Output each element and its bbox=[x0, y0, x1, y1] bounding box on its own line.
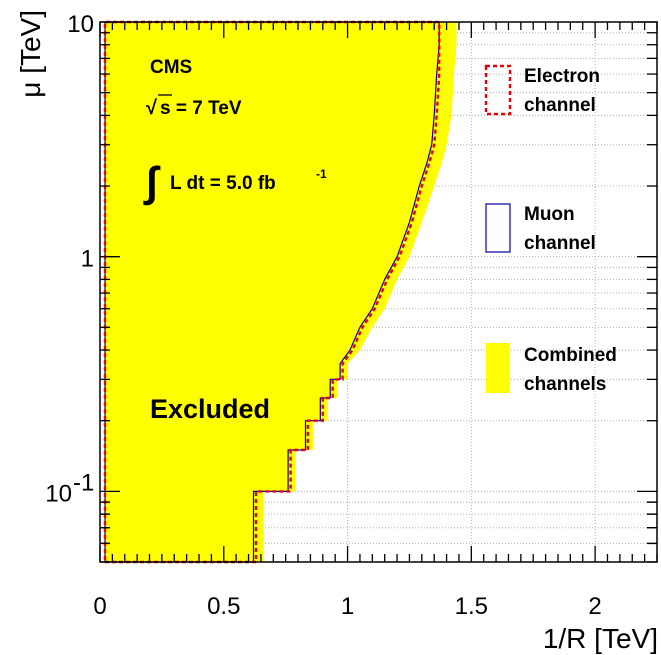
lumi-exponent: -1 bbox=[316, 167, 327, 181]
y-tick-label: 10 bbox=[45, 480, 72, 507]
integral-symbol: ∫ bbox=[143, 158, 161, 206]
x-tick-label: 1.5 bbox=[455, 593, 488, 620]
excluded-label: Excluded bbox=[150, 394, 270, 424]
series-combined-channels bbox=[105, 22, 457, 562]
series-layer bbox=[103, 20, 457, 564]
legend-muon-line1: Muon bbox=[524, 204, 575, 225]
x-tick-label: 1 bbox=[341, 593, 354, 620]
cms-label: CMS bbox=[150, 57, 192, 78]
legend-electron-line1: Electron bbox=[524, 66, 600, 87]
y-tick-label: 10 bbox=[67, 11, 94, 38]
x-axis-title: 1/R [TeV] bbox=[543, 623, 658, 654]
legend-combined-line2: channels bbox=[524, 374, 606, 395]
legend-swatch-combined bbox=[486, 343, 510, 393]
series-electron-channel bbox=[103, 20, 441, 564]
x-tick-label: 0.5 bbox=[207, 593, 240, 620]
legend-swatch-electron bbox=[484, 64, 512, 116]
legend-combined-line1: Combined bbox=[524, 345, 617, 366]
lumi-label: L dt = 5.0 fb bbox=[170, 173, 276, 194]
annotations: CMS √ s = 7 TeV ∫ L dt = 5.0 fb -1 Exclu… bbox=[143, 57, 327, 424]
x-tick-label: 2 bbox=[588, 593, 601, 620]
sqrt-symbol: √ bbox=[146, 97, 158, 119]
axis-ticks bbox=[99, 21, 658, 563]
y-tick-label: 1 bbox=[81, 246, 94, 273]
y-tick-label-exponent: -1 bbox=[73, 469, 94, 496]
legend-muon-line2: channel bbox=[524, 233, 596, 254]
y-axis-title: μ [TeV] bbox=[15, 10, 46, 98]
legend-electron-line2: channel bbox=[524, 95, 596, 116]
legend: Electron channel Muon channel Combined c… bbox=[484, 64, 617, 395]
legend-swatch-muon bbox=[485, 203, 511, 253]
plot-frame bbox=[99, 21, 658, 563]
energy-label: s = 7 TeV bbox=[160, 98, 242, 119]
x-tick-label: 0 bbox=[93, 593, 106, 620]
